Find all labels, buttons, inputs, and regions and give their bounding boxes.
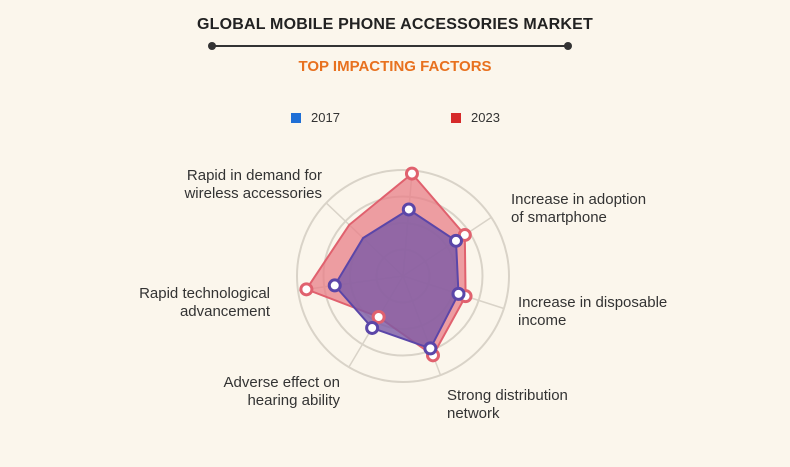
divider-dot-left bbox=[208, 42, 216, 50]
axis-label-distribution-network: Strong distribution network bbox=[447, 387, 568, 422]
point-2023-0 bbox=[404, 166, 419, 181]
legend-swatch-2023 bbox=[451, 112, 461, 123]
legend-item-2017: 2017 bbox=[291, 110, 340, 125]
point-2017-4 bbox=[365, 320, 380, 335]
axis-label-smartphone-adoption: Increase in adoption of smartphone bbox=[511, 191, 647, 226]
axis-label-hearing-ability: Adverse effect on hearing ability bbox=[223, 374, 340, 409]
point-2017-0 bbox=[401, 202, 416, 217]
legend-label-2017: 2017 bbox=[311, 110, 340, 125]
chart-title: GLOBAL MOBILE PHONE ACCESSORIES MARKET bbox=[196, 16, 594, 33]
point-2017-3 bbox=[423, 341, 438, 356]
legend-item-2023: 2023 bbox=[451, 110, 500, 125]
divider-dot-right bbox=[564, 42, 572, 50]
legend: 2017 2023 bbox=[0, 110, 790, 128]
point-2023-4 bbox=[371, 310, 386, 325]
point-2017-1 bbox=[448, 233, 463, 248]
legend-label-2023: 2023 bbox=[471, 110, 500, 125]
point-2023-5 bbox=[299, 282, 314, 297]
chart-subtitle: TOP IMPACTING FACTORS bbox=[298, 58, 492, 75]
axis-label-technological-advancement: Rapid technological advancement bbox=[139, 285, 270, 320]
legend-swatch-2017 bbox=[291, 112, 301, 123]
point-2017-5 bbox=[327, 278, 342, 293]
grid-ring-4 bbox=[296, 169, 510, 383]
axis-label-disposable-income: Increase in disposable income bbox=[518, 294, 668, 329]
series-area-2017 bbox=[333, 208, 460, 350]
axis-label-wireless-demand: Rapid in demand for wireless accessories bbox=[184, 167, 322, 202]
title-divider bbox=[212, 45, 568, 47]
point-2017-2 bbox=[451, 286, 466, 301]
